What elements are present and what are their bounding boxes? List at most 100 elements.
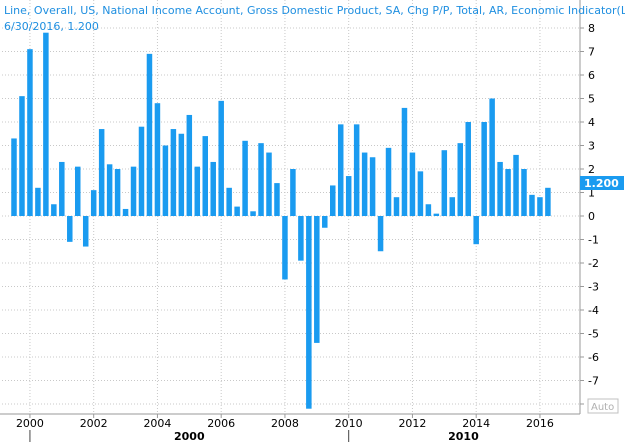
bar — [218, 100, 224, 216]
bar — [306, 216, 312, 409]
y-tick-label: -2 — [588, 257, 599, 270]
last-value-box — [580, 176, 624, 190]
bar — [521, 169, 527, 216]
x-tick-label: 2004 — [143, 417, 171, 430]
bar — [90, 190, 97, 216]
x-axis: 2000 2002 2004 2006 2008 2010 2012 2014 2016 2000… — [0, 413, 580, 443]
bar — [27, 49, 33, 217]
bar — [377, 216, 384, 252]
bar — [35, 187, 41, 216]
y-tick-label: -1 — [588, 234, 599, 247]
bar — [393, 197, 400, 216]
bar — [210, 161, 216, 216]
bar — [43, 32, 49, 217]
bar — [345, 176, 352, 216]
auto-button-box[interactable] — [587, 398, 619, 414]
decade-label: 2000 — [174, 430, 205, 442]
bar — [138, 126, 145, 216]
bar — [497, 161, 503, 216]
bar — [274, 183, 280, 216]
x-tick-label: 2000 — [16, 417, 44, 430]
y-tick-label: 1 — [588, 187, 595, 200]
y-tick-label: 7 — [588, 46, 595, 59]
bar — [59, 161, 65, 216]
bar — [106, 164, 113, 216]
y-tick-label: 2 — [588, 163, 595, 176]
bar — [170, 129, 177, 216]
bar — [202, 136, 208, 216]
x-tick-label: 2008 — [271, 417, 299, 430]
bar — [465, 122, 471, 216]
bar — [234, 206, 240, 216]
bar — [330, 185, 336, 216]
last-value-marker: 1.200 — [580, 176, 624, 190]
bar — [337, 124, 344, 216]
bar — [385, 147, 392, 216]
x-tick-label: 2006 — [207, 417, 235, 430]
bar — [75, 166, 81, 216]
x-tick-label: 2010 — [335, 417, 363, 430]
auto-button-label[interactable]: Auto — [591, 402, 614, 413]
legend-line-2: 6/30/2016, 1.200 — [4, 20, 99, 33]
y-tick-label: -6 — [588, 351, 599, 364]
y-tick-label: 4 — [588, 116, 595, 129]
bar — [194, 166, 201, 216]
y-tick-label: 5 — [588, 93, 595, 106]
bar — [298, 216, 304, 261]
bar — [449, 197, 456, 216]
bar — [433, 213, 440, 216]
bar — [282, 216, 288, 280]
bar — [154, 103, 161, 216]
bar — [425, 204, 432, 216]
bar — [266, 152, 272, 216]
last-value-label: 1.200 — [584, 177, 619, 190]
bar — [51, 204, 57, 216]
x-tick-label: 2016 — [526, 417, 554, 430]
bar — [258, 143, 264, 216]
bar — [513, 154, 519, 216]
bar — [401, 107, 408, 216]
y-tick-label: -5 — [588, 328, 599, 341]
bar — [114, 169, 121, 216]
bar — [353, 124, 360, 216]
bar — [242, 140, 248, 216]
bar — [505, 169, 511, 216]
bar — [122, 208, 129, 216]
bar — [67, 216, 73, 242]
y-tick-label: 3 — [588, 140, 595, 153]
bar — [186, 114, 193, 216]
legend-line-1: Line, Overall, US, National Income Accou… — [4, 4, 625, 17]
bar — [417, 171, 424, 216]
bar — [361, 152, 368, 216]
bar — [529, 194, 535, 216]
bar — [545, 187, 551, 216]
bar — [489, 98, 495, 216]
bar — [130, 166, 137, 216]
bar — [537, 197, 543, 216]
bar — [409, 152, 416, 216]
y-tick-label: -7 — [588, 375, 599, 388]
auto-button[interactable]: Auto — [587, 398, 619, 414]
bar — [19, 96, 25, 216]
bar — [369, 157, 376, 216]
bars — [11, 32, 551, 409]
decade-label: 2010 — [448, 430, 479, 442]
bar — [82, 216, 89, 247]
bar — [162, 145, 169, 216]
bar — [250, 211, 256, 216]
x-tick-label: 2012 — [398, 417, 426, 430]
bar — [98, 129, 105, 216]
bar — [481, 122, 487, 216]
bar — [11, 138, 17, 216]
bar — [473, 216, 479, 245]
bar — [322, 216, 328, 228]
bar — [441, 150, 448, 216]
bar — [457, 143, 463, 216]
bar — [314, 216, 320, 343]
y-tick-label: 8 — [588, 22, 595, 35]
bar — [290, 169, 296, 216]
bar — [178, 133, 185, 216]
x-tick-label: 2002 — [80, 417, 108, 430]
